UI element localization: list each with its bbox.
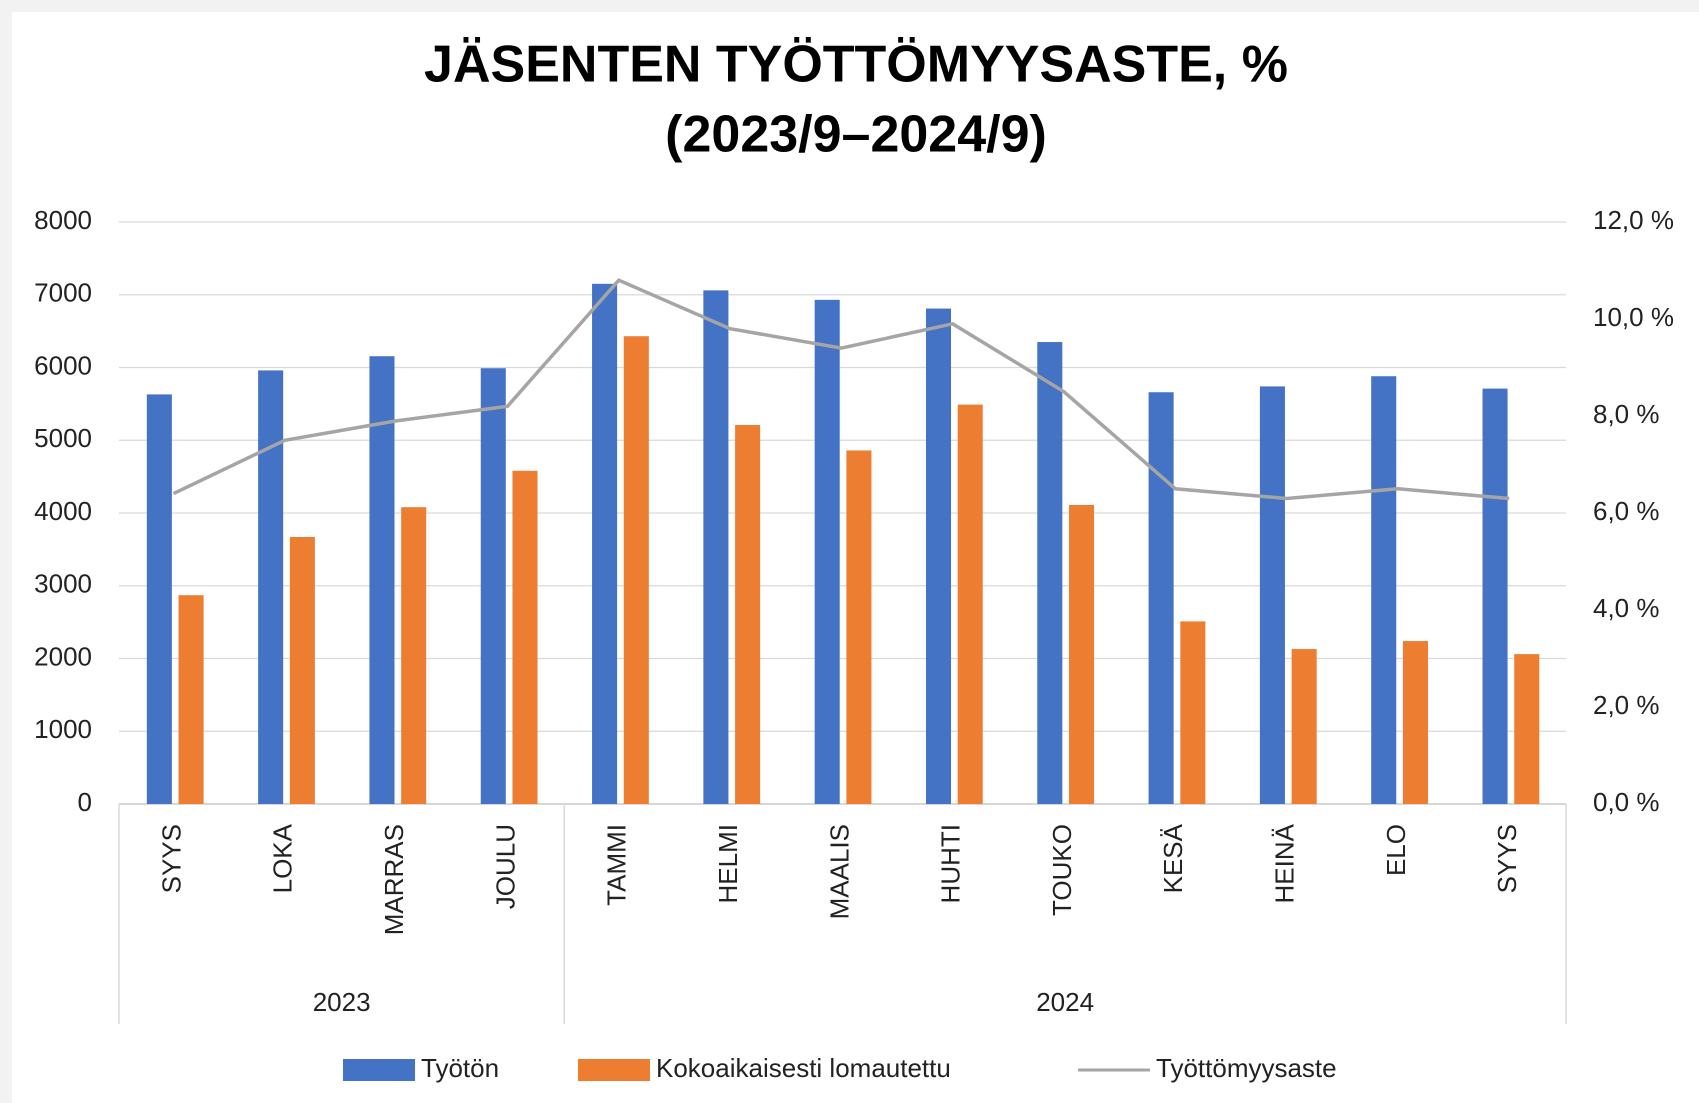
bar	[703, 290, 729, 804]
x-tick-label: HEINÄ	[1269, 823, 1299, 903]
bar	[925, 308, 952, 804]
bar	[1180, 621, 1206, 804]
bar	[1371, 376, 1397, 804]
legend-label: Kokoaikaisesti lomautettu	[656, 1053, 951, 1083]
y-tick-label: 7000	[34, 278, 92, 308]
bar	[480, 368, 506, 804]
bar	[814, 299, 840, 804]
legend-swatch	[343, 1059, 415, 1081]
bar	[623, 336, 649, 804]
legend-label: Työttömyysaste	[1156, 1053, 1337, 1083]
bar	[592, 283, 618, 804]
bar	[1482, 388, 1508, 804]
bar	[512, 470, 538, 804]
bar	[258, 370, 284, 804]
y-tick-label: 0	[78, 787, 92, 817]
group-label: 2023	[313, 987, 371, 1017]
x-tick-label: HUHTI	[936, 824, 966, 903]
bar	[1514, 654, 1540, 804]
bar	[957, 404, 983, 804]
bar	[735, 424, 761, 804]
legend-label: Työtön	[421, 1053, 499, 1083]
y-tick-label: 2000	[34, 641, 92, 671]
y-tick-label: 3000	[34, 569, 92, 599]
line	[172, 278, 1510, 501]
x-tick-label: LOKA	[268, 823, 298, 893]
y2-tick-label: 4,0 %	[1593, 593, 1660, 623]
legend-swatch	[578, 1059, 650, 1081]
x-tick-label: MARRAS	[379, 824, 409, 935]
y2-tick-label: 2,0 %	[1593, 690, 1660, 720]
bar	[178, 595, 204, 804]
x-tick-label: MAALIS	[824, 824, 854, 919]
chart-title: JÄSENTEN TYÖTTÖMYYSASTE, %	[424, 36, 1288, 94]
bar	[1148, 392, 1174, 804]
bar	[1291, 649, 1317, 804]
x-tick-label: KESÄ	[1158, 823, 1188, 893]
x-tick-label: SYYS	[1492, 824, 1522, 893]
y-tick-label: 6000	[34, 350, 92, 380]
x-tick-label: ELO	[1381, 824, 1411, 876]
x-tick-label: JOULU	[490, 824, 520, 909]
bar	[1037, 342, 1063, 804]
y2-tick-label: 8,0 %	[1593, 399, 1660, 429]
y-tick-label: 4000	[34, 496, 92, 526]
y2-tick-label: 6,0 %	[1593, 496, 1660, 526]
x-tick-label: TAMMI	[602, 824, 632, 906]
chart-title: (2023/9–2024/9)	[665, 106, 1047, 164]
bar	[1259, 386, 1285, 804]
bar	[289, 537, 315, 804]
x-tick-label: SYYS	[156, 824, 186, 893]
bar	[146, 394, 172, 804]
y2-tick-label: 0,0 %	[1593, 787, 1660, 817]
bar	[846, 450, 872, 804]
y-tick-label: 8000	[34, 205, 92, 235]
bar	[369, 356, 395, 804]
x-tick-label: HELMI	[713, 824, 743, 903]
y2-tick-label: 12,0 %	[1593, 205, 1674, 235]
x-tick-label: TOUKO	[1047, 824, 1077, 916]
y-tick-label: 5000	[34, 423, 92, 453]
group-label: 2024	[1036, 987, 1094, 1017]
bar	[1402, 641, 1428, 804]
bar	[401, 507, 427, 804]
y2-tick-label: 10,0 %	[1593, 302, 1674, 332]
y-tick-label: 1000	[34, 714, 92, 744]
bar	[1069, 504, 1095, 804]
